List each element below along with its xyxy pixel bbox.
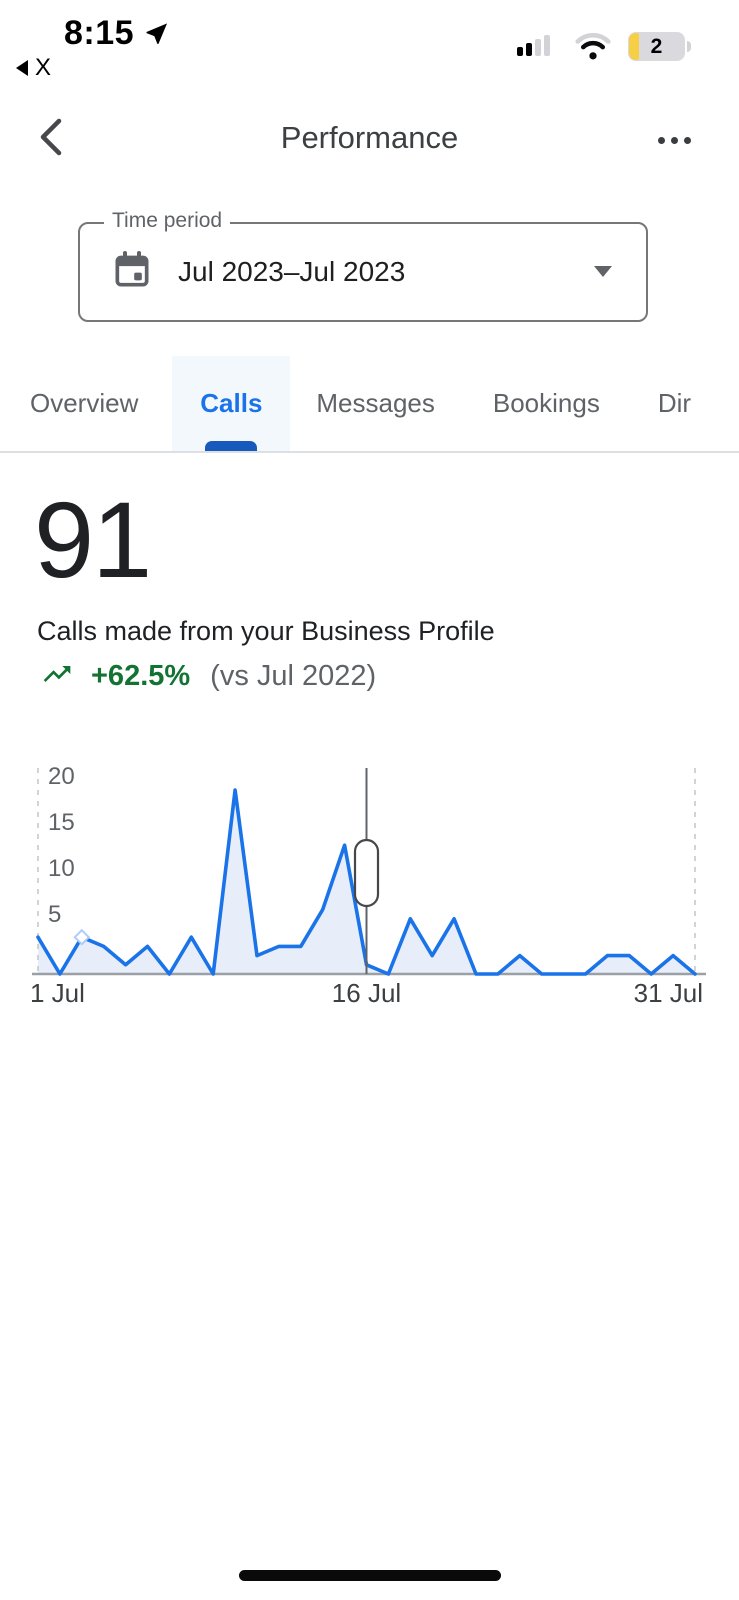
battery-cap xyxy=(687,41,691,52)
overflow-menu-button[interactable] xyxy=(654,133,695,148)
trending-up-icon xyxy=(37,658,77,695)
tabs-divider xyxy=(0,451,739,453)
chevron-left-icon xyxy=(40,118,62,156)
dropdown-caret-icon xyxy=(594,266,612,277)
tab-bookings[interactable]: Bookings xyxy=(492,388,600,418)
back-button[interactable] xyxy=(34,114,70,165)
calls-metric-description: Calls made from your Business Profile xyxy=(37,616,495,646)
performance-tabs: Overview Calls Messages Bookings Dir xyxy=(0,356,739,451)
tab-calls-label: Calls xyxy=(200,388,263,418)
back-to-previous-app[interactable]: X xyxy=(16,54,51,82)
y-tick-label: 15 xyxy=(48,809,75,836)
x-tick-label: 31 Jul xyxy=(634,978,703,1008)
wifi-icon xyxy=(574,31,612,65)
dot-icon xyxy=(658,137,665,144)
status-time: 8:15 xyxy=(64,14,135,52)
y-tick-label: 20 xyxy=(48,763,75,790)
previous-app-name: X xyxy=(35,54,52,81)
dot-icon xyxy=(671,137,678,144)
battery-percent: 2 xyxy=(650,34,663,58)
dot-icon xyxy=(684,137,691,144)
time-period-selector[interactable]: Time period Jul 2023–Jul 2023 xyxy=(78,209,648,322)
cellular-signal-icon xyxy=(517,34,550,56)
delta-comparison: (vs Jul 2022) xyxy=(210,660,377,692)
chart-cursor-handle[interactable] xyxy=(353,838,380,908)
delta-percent: +62.5% xyxy=(91,660,191,692)
time-period-value: Jul 2023–Jul 2023 xyxy=(178,256,406,287)
calendar-icon xyxy=(112,250,152,295)
calls-total-value: 91 xyxy=(34,479,152,600)
tab-overview[interactable]: Overview xyxy=(30,388,139,418)
tab-calls[interactable]: Calls xyxy=(172,356,291,451)
battery-icon: 2 xyxy=(628,32,691,61)
battery-level-fill xyxy=(629,33,639,60)
location-services-icon xyxy=(146,18,173,50)
page-title: Performance xyxy=(280,120,459,155)
y-tick-label: 5 xyxy=(48,901,61,928)
home-indicator[interactable] xyxy=(238,1570,501,1581)
y-tick-label: 10 xyxy=(48,855,75,882)
back-to-app-icon xyxy=(16,60,28,76)
calls-line-chart: 5 10 15 20 1 Jul 16 Jul 31 Jul xyxy=(30,763,706,1008)
calls-delta-row: +62.5% (vs Jul 2022) xyxy=(37,658,376,695)
calls-chart-container[interactable]: 5 10 15 20 1 Jul 16 Jul 31 Jul xyxy=(30,752,710,1014)
time-period-label: Time period xyxy=(104,209,231,233)
tab-directions[interactable]: Dir xyxy=(657,388,692,418)
tab-messages[interactable]: Messages xyxy=(316,388,435,418)
x-tick-label: 1 Jul xyxy=(30,978,85,1008)
highlighted-point xyxy=(73,928,91,946)
active-tab-indicator xyxy=(205,441,258,451)
x-tick-label: 16 Jul xyxy=(332,978,401,1008)
